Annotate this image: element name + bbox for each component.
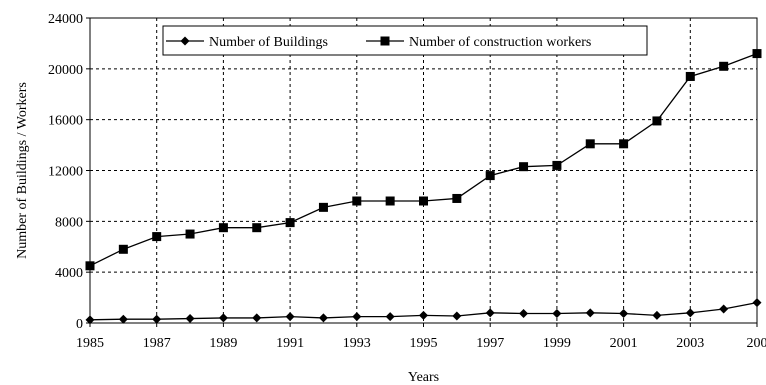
data-point-diamond	[185, 314, 195, 324]
data-point-square	[285, 218, 295, 228]
y-tick-label: 20000	[48, 63, 83, 78]
legend: Number of Buildings Number of constructi…	[162, 25, 648, 56]
x-tick-label: 1991	[276, 336, 304, 351]
data-point-diamond	[585, 308, 595, 318]
data-point-diamond	[85, 315, 95, 325]
x-tick-label: 1989	[209, 336, 237, 351]
series-layer	[85, 49, 762, 325]
legend-label-buildings: Number of Buildings	[209, 35, 328, 50]
data-point-square	[552, 160, 562, 170]
data-point-diamond	[118, 314, 128, 324]
legend-item-workers: Number of construction workers	[366, 35, 591, 50]
data-point-square	[519, 162, 529, 172]
legend-item-buildings: Number of Buildings	[166, 35, 328, 50]
x-axis: 1985 1987 1989 1991 1993 1995 1997 1999 2001 2003…	[76, 323, 766, 351]
data-point-square	[719, 61, 729, 71]
data-point-square	[218, 223, 228, 233]
data-point-square	[85, 261, 95, 271]
data-point-square	[452, 193, 462, 203]
x-tick-label: 1999	[543, 336, 571, 351]
data-point-diamond	[652, 310, 662, 320]
data-point-square	[318, 202, 328, 212]
data-point-diamond	[452, 311, 462, 321]
y-axis: 0 4000 8000 12000 16000 20000 24000	[48, 12, 90, 332]
diamond-icon	[180, 36, 190, 46]
data-point-square	[485, 171, 495, 181]
y-tick-label: 12000	[48, 165, 83, 180]
legend-label-workers: Number of construction workers	[409, 35, 591, 50]
data-point-diamond	[218, 313, 228, 323]
data-point-diamond	[752, 298, 762, 308]
data-point-square	[385, 196, 395, 206]
data-point-diamond	[352, 312, 362, 322]
x-tick-label: 1993	[343, 336, 371, 351]
data-point-square	[619, 139, 629, 149]
data-point-diamond	[685, 308, 695, 318]
data-point-square	[685, 71, 695, 81]
y-axis-label: Number of Buildings / Workers	[15, 82, 30, 259]
data-point-diamond	[619, 308, 629, 318]
data-point-square	[585, 139, 595, 149]
data-point-diamond	[152, 314, 162, 324]
data-point-square	[652, 116, 662, 126]
x-tick-label: 1997	[476, 336, 504, 351]
data-point-diamond	[285, 312, 295, 322]
y-tick-label: 16000	[48, 114, 83, 129]
data-point-diamond	[419, 310, 428, 320]
data-point-diamond	[252, 313, 262, 323]
data-point-diamond	[485, 308, 495, 318]
data-point-square	[118, 244, 128, 254]
legend-box	[162, 25, 648, 56]
y-tick-label: 0	[76, 317, 83, 332]
data-point-diamond	[719, 304, 729, 314]
x-tick-label: 2003	[676, 336, 704, 351]
data-point-square	[419, 196, 428, 206]
x-tick-label: 200	[747, 336, 766, 351]
x-tick-label: 1987	[143, 336, 171, 351]
data-point-square	[185, 229, 195, 239]
series-diamond	[85, 298, 762, 325]
x-tick-label: 1985	[76, 336, 104, 351]
data-point-square	[352, 196, 362, 206]
data-point-square	[152, 232, 162, 242]
x-axis-label: Years	[408, 370, 439, 385]
y-tick-label: 4000	[55, 266, 83, 281]
data-point-diamond	[318, 313, 328, 323]
square-icon	[380, 36, 390, 46]
data-point-diamond	[385, 312, 395, 322]
series-square	[85, 49, 762, 271]
grid-lines	[90, 18, 757, 323]
y-tick-label: 8000	[55, 215, 83, 230]
data-point-diamond	[552, 308, 562, 318]
x-tick-label: 1995	[410, 336, 438, 351]
y-tick-label: 24000	[48, 12, 83, 27]
data-point-square	[752, 49, 762, 59]
data-point-square	[252, 223, 262, 233]
data-point-diamond	[519, 308, 529, 318]
x-tick-label: 2001	[610, 336, 638, 351]
